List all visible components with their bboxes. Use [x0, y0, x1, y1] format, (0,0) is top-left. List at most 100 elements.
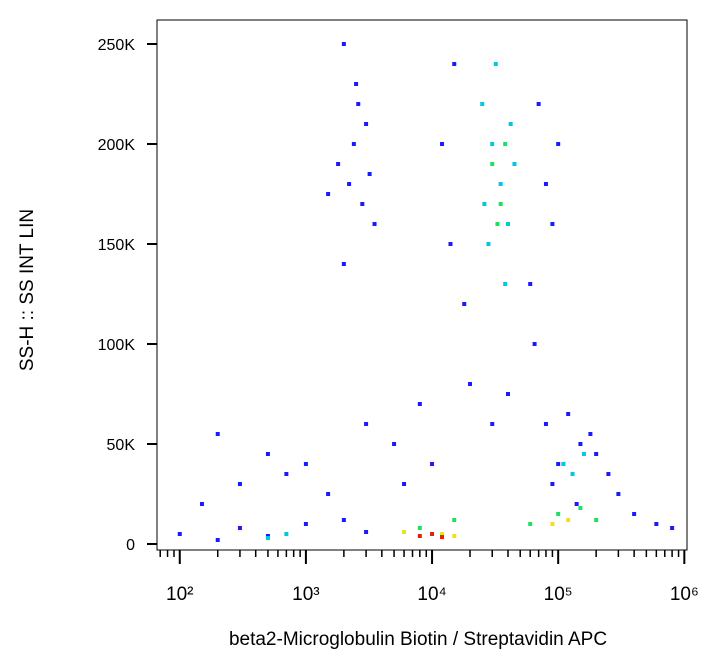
- point: [498, 202, 503, 206]
- point: [215, 432, 220, 436]
- point: [440, 532, 445, 536]
- point: [654, 522, 659, 526]
- point: [503, 142, 508, 146]
- point: [566, 518, 571, 522]
- point: [482, 202, 487, 206]
- point: [543, 422, 548, 426]
- point: [265, 452, 270, 456]
- x-tick-label: 10³: [292, 584, 319, 605]
- point: [503, 282, 508, 286]
- point: [543, 182, 548, 186]
- point: [508, 122, 513, 126]
- point: [452, 62, 457, 66]
- point: [532, 342, 537, 346]
- point: [561, 462, 566, 466]
- x-tick-label: 10⁵: [544, 584, 573, 605]
- point: [402, 530, 407, 534]
- y-axis-label: SS-H :: SS INT LIN: [17, 209, 38, 371]
- point: [468, 382, 473, 386]
- point: [490, 142, 495, 146]
- point: [550, 522, 555, 526]
- point: [578, 442, 583, 446]
- y-tick-label: 50K: [107, 437, 136, 454]
- y-tick-label: 0: [126, 537, 135, 554]
- x-tick-label: 10²: [166, 584, 193, 605]
- point: [495, 222, 500, 226]
- point: [392, 442, 397, 446]
- point: [351, 142, 356, 146]
- point: [364, 422, 369, 426]
- point: [417, 526, 422, 530]
- point: [347, 182, 352, 186]
- point: [556, 142, 561, 146]
- point: [606, 472, 611, 476]
- point: [430, 462, 435, 466]
- point: [498, 182, 503, 186]
- point: [430, 532, 435, 536]
- point: [303, 522, 308, 526]
- point: [505, 222, 510, 226]
- x-axis-label: beta2-Microglobulin Biotin / Streptavidi…: [229, 629, 607, 650]
- point: [570, 472, 575, 476]
- point: [528, 522, 533, 526]
- point: [341, 518, 346, 522]
- point: [364, 530, 369, 534]
- point: [303, 462, 308, 466]
- point: [670, 526, 675, 530]
- point: [536, 102, 541, 106]
- point: [480, 102, 485, 106]
- point: [505, 392, 510, 396]
- point: [512, 162, 517, 166]
- point: [237, 526, 242, 530]
- point: [265, 536, 270, 540]
- point: [578, 506, 583, 510]
- point: [417, 534, 422, 538]
- point: [632, 512, 637, 516]
- point: [372, 222, 377, 226]
- point: [177, 532, 182, 536]
- point: [574, 502, 579, 506]
- point: [354, 82, 359, 86]
- y-tick-label: 200K: [98, 137, 136, 154]
- point: [490, 162, 495, 166]
- point: [199, 502, 204, 506]
- point: [440, 535, 445, 539]
- point: [341, 42, 346, 46]
- point: [581, 452, 586, 456]
- point: [452, 534, 457, 538]
- point: [360, 202, 365, 206]
- point: [448, 242, 453, 246]
- point: [364, 122, 369, 126]
- point: [341, 262, 346, 266]
- y-tick-label: 150K: [98, 237, 136, 254]
- point: [528, 282, 533, 286]
- point: [237, 482, 242, 486]
- point: [417, 402, 422, 406]
- y-tick-label: 250K: [98, 37, 136, 54]
- point: [556, 462, 561, 466]
- point: [486, 242, 491, 246]
- point: [367, 172, 372, 176]
- point: [326, 492, 331, 496]
- point: [556, 512, 561, 516]
- point: [588, 432, 593, 436]
- point: [284, 532, 289, 536]
- point: [550, 482, 555, 486]
- point: [594, 518, 599, 522]
- x-tick-label: 10⁶: [670, 584, 699, 605]
- y-tick-label: 100K: [98, 337, 136, 354]
- point: [566, 412, 571, 416]
- point: [326, 192, 331, 196]
- point: [336, 162, 341, 166]
- point: [215, 538, 220, 542]
- x-tick-label: 10⁴: [417, 584, 446, 605]
- plot-frame: [156, 19, 688, 551]
- point: [356, 102, 361, 106]
- point: [402, 482, 407, 486]
- point: [452, 518, 457, 522]
- point: [550, 222, 555, 226]
- point: [440, 142, 445, 146]
- point: [462, 302, 467, 306]
- point: [490, 422, 495, 426]
- point: [616, 492, 621, 496]
